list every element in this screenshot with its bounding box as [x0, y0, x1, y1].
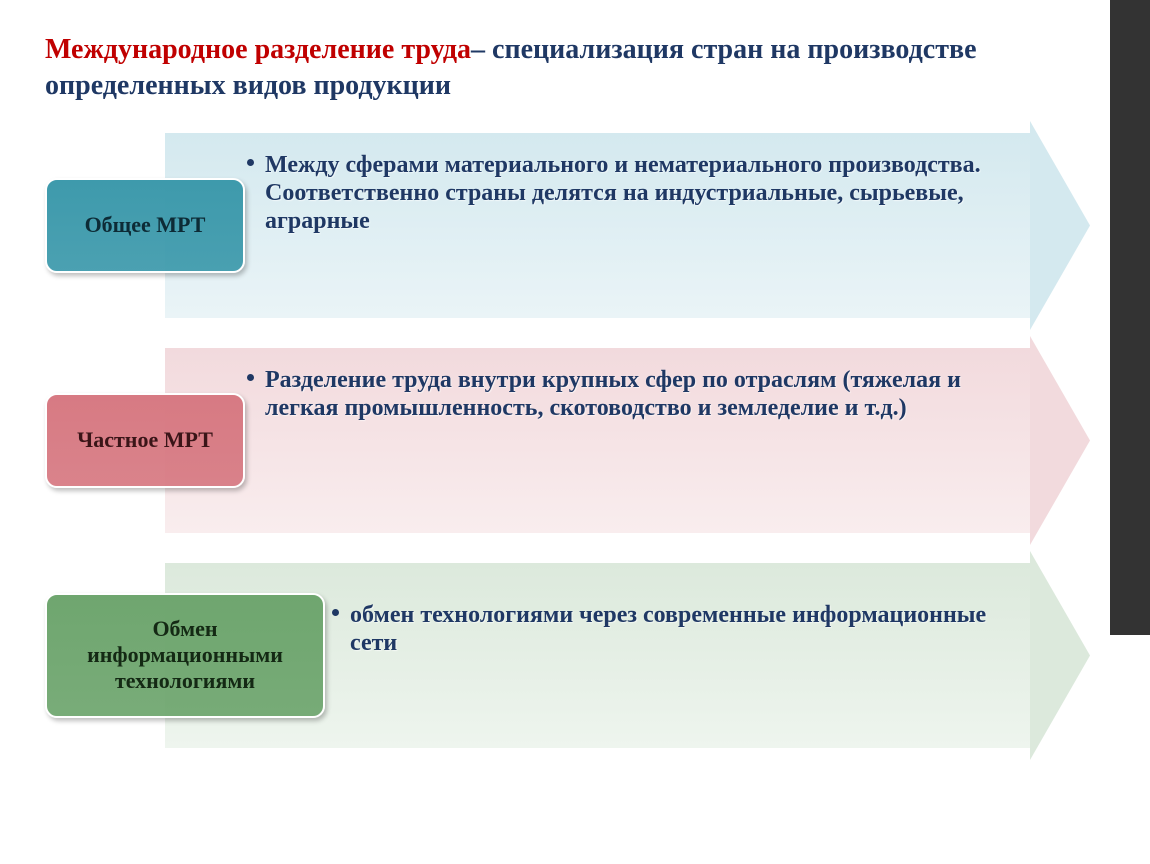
arrow-row-2: Обмен информационными технологиями обмен …	[45, 563, 1090, 748]
arrow-head-icon	[1030, 336, 1090, 545]
arrow-body-text: обмен технологиями через современные инф…	[350, 601, 1015, 658]
bullet-icon	[332, 609, 339, 616]
bullet-icon	[247, 159, 254, 166]
category-label-text: Общее МРТ	[85, 212, 206, 238]
category-label: Обмен информационными технологиями	[45, 593, 325, 718]
slide-title: Международное разделение труда– специали…	[45, 32, 1090, 105]
bullet-icon	[247, 374, 254, 381]
body-text-span: Между сферами материального и нематериал…	[265, 152, 981, 235]
arrow-body-text: Разделение труда внутри крупных сфер по …	[265, 366, 1015, 423]
category-label-text: Обмен информационными технологиями	[55, 616, 315, 694]
category-label-text: Частное МРТ	[77, 427, 213, 453]
arrow-head-icon	[1030, 121, 1090, 330]
arrow-row-1: Частное МРТ Разделение труда внутри крупн…	[45, 348, 1090, 533]
body-text-span: Разделение труда внутри крупных сфер по …	[265, 367, 961, 421]
rows-container: Общее МРТ Между сферами материального и н…	[45, 133, 1090, 748]
arrow-head-icon	[1030, 551, 1090, 760]
category-label: Частное МРТ	[45, 393, 245, 488]
right-dark-band	[1110, 0, 1150, 635]
category-label: Общее МРТ	[45, 178, 245, 273]
arrow-row-0: Общее МРТ Между сферами материального и н…	[45, 133, 1090, 318]
arrow-body-text: Между сферами материального и нематериал…	[265, 151, 1015, 236]
body-text-span: обмен технологиями через современные инф…	[350, 602, 986, 656]
title-red-part: Международное разделение труда	[45, 34, 471, 65]
slide-container: Международное разделение труда– специали…	[0, 0, 1150, 778]
